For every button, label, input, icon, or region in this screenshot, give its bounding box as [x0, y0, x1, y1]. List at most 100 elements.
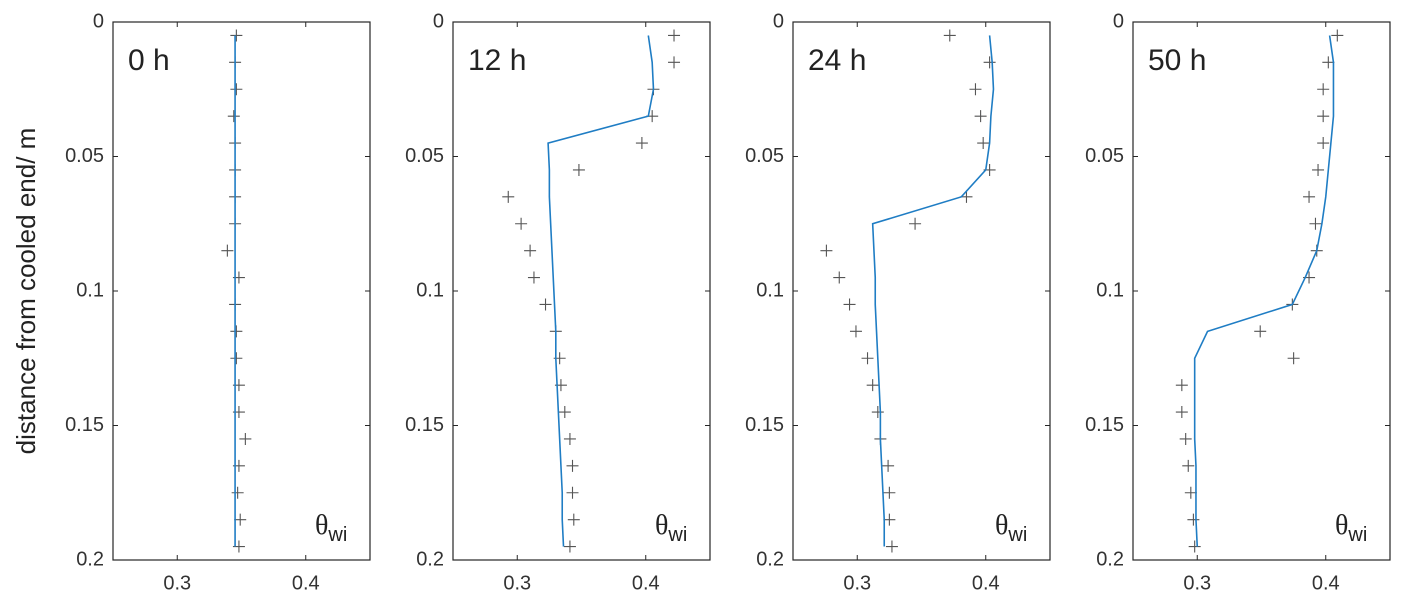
annotation-symbol: θ [655, 510, 668, 541]
cross-marker [1184, 486, 1197, 499]
cross-marker [539, 298, 552, 311]
x-tick-label: 0.3 [843, 572, 871, 594]
cross-marker [974, 110, 987, 123]
x-tick-label: 0.3 [503, 572, 531, 594]
cross-marker [230, 325, 243, 338]
y-tick-label: 0.15 [745, 414, 784, 436]
cross-marker [909, 217, 922, 230]
cross-marker [1312, 163, 1325, 176]
panel-title: 12 h [468, 44, 526, 77]
annotation-subscript: wi [1007, 524, 1027, 546]
y-tick-label: 0.1 [756, 279, 784, 301]
cross-marker [977, 137, 990, 150]
cross-marker [230, 352, 243, 365]
cross-marker [515, 217, 528, 230]
cross-marker [861, 352, 874, 365]
cross-marker [668, 29, 681, 42]
cross-marker [563, 432, 576, 445]
cross-marker [566, 486, 579, 499]
cross-marker [231, 486, 244, 499]
cross-marker [866, 379, 879, 392]
cross-marker [960, 190, 973, 203]
y-tick-label: 0.2 [756, 548, 784, 570]
y-tick-label: 0.2 [1096, 548, 1124, 570]
annotation: θwi [1335, 510, 1367, 546]
annotation-symbol: θ [1335, 510, 1348, 541]
annotation-symbol: θ [315, 510, 328, 541]
y-tick-label: 0.05 [1085, 145, 1124, 167]
cross-marker [883, 513, 896, 526]
y-tick-label: 0.2 [416, 548, 444, 570]
axes-box [792, 21, 1051, 561]
y-tick-label: 0.1 [1096, 279, 1124, 301]
panel: 0 0.05 0.1 0.15 0.2 0.3 0.4 50 h θwi [1085, 10, 1391, 594]
cross-marker [843, 298, 856, 311]
x-tick-label: 0.4 [632, 572, 660, 594]
y-tick-label: 0 [1113, 10, 1124, 32]
cross-marker [1175, 406, 1188, 419]
cross-marker [502, 190, 515, 203]
panel: 0 0.05 0.1 0.15 0.2 0.3 0.4 0 h distance from co… [11, 10, 371, 594]
cross-marker [1188, 540, 1201, 553]
x-tick-label: 0.3 [163, 572, 191, 594]
cross-marker [239, 432, 252, 445]
cross-marker [983, 56, 996, 69]
annotation-subscript: wi [1347, 524, 1367, 546]
cross-marker [1179, 432, 1192, 445]
cross-marker [1182, 459, 1195, 472]
panel-title: 50 h [1148, 44, 1206, 77]
x-tick-label: 0.4 [1312, 572, 1340, 594]
y-tick-label: 0.05 [405, 145, 444, 167]
cross-marker [1287, 352, 1300, 365]
annotation: θwi [315, 510, 347, 546]
cross-marker [1317, 137, 1330, 150]
x-tick-label: 0.4 [292, 572, 320, 594]
y-tick-label: 0.2 [76, 548, 104, 570]
annotation-subscript: wi [327, 524, 347, 546]
cross-marker [883, 486, 896, 499]
cross-marker [885, 540, 898, 553]
annotation: θwi [655, 510, 687, 546]
y-tick-label: 0.1 [76, 279, 104, 301]
cross-marker [234, 513, 247, 526]
x-tick-label: 0.3 [1183, 572, 1211, 594]
cross-marker [1175, 379, 1188, 392]
axes-box [112, 21, 371, 561]
cross-marker [882, 459, 895, 472]
annotation-subscript: wi [667, 524, 687, 546]
annotation: θwi [995, 510, 1027, 546]
y-axis-label: distance from cooled end/ m [11, 128, 41, 455]
cross-marker [1309, 217, 1322, 230]
cross-marker [943, 29, 956, 42]
cross-marker [566, 459, 579, 472]
cross-marker [524, 244, 537, 257]
model-line [871, 35, 995, 547]
cross-marker [871, 406, 884, 419]
cross-marker [668, 56, 681, 69]
cross-marker [1331, 29, 1344, 42]
cross-marker [1322, 56, 1335, 69]
cross-marker [558, 406, 571, 419]
x-tick-label: 0.4 [972, 572, 1000, 594]
cross-marker [567, 513, 580, 526]
y-tick-label: 0 [433, 10, 444, 32]
panel: 0 0.05 0.1 0.15 0.2 0.3 0.4 24 h θwi [745, 10, 1051, 594]
y-tick-label: 0.05 [745, 145, 784, 167]
model-line [1193, 35, 1335, 547]
cross-marker [1187, 513, 1200, 526]
cross-marker [635, 137, 648, 150]
cross-marker [1317, 110, 1330, 123]
cross-marker [1303, 190, 1316, 203]
y-tick-label: 0 [93, 10, 104, 32]
y-tick-label: 0.15 [65, 414, 104, 436]
cross-marker [230, 83, 243, 96]
cross-marker [1254, 325, 1267, 338]
axes-box [1132, 21, 1391, 561]
y-tick-label: 0.15 [1085, 414, 1124, 436]
y-tick-label: 0 [773, 10, 784, 32]
y-tick-label: 0.1 [416, 279, 444, 301]
y-tick-label: 0.05 [65, 145, 104, 167]
annotation-symbol: θ [995, 510, 1008, 541]
cross-marker [849, 325, 862, 338]
cross-marker [572, 163, 585, 176]
